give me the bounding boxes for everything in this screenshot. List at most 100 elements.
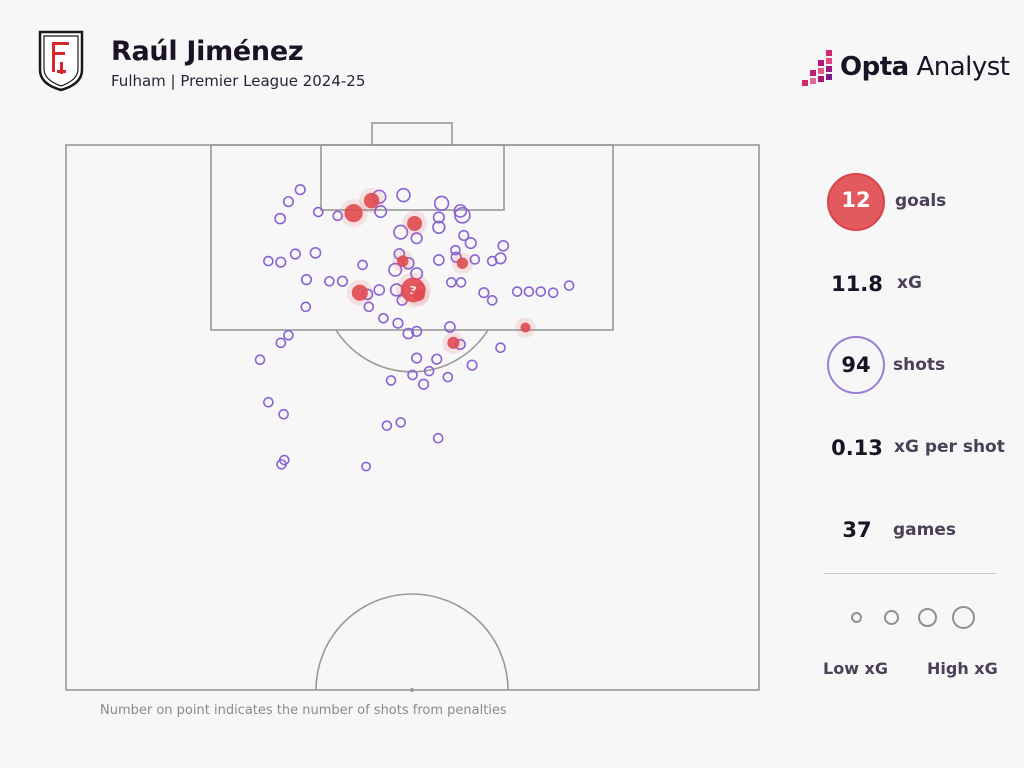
xg-value: 11.8 [831, 272, 883, 296]
shot-point [392, 317, 404, 329]
shot-point [466, 359, 478, 371]
team-season-subtitle: Fulham | Premier League 2024-25 [111, 72, 366, 90]
goal-point [363, 192, 380, 209]
shot-point [410, 232, 423, 245]
shot-point [432, 220, 446, 234]
shots-badge [827, 336, 885, 394]
shot-point [442, 371, 454, 383]
shot-point [388, 262, 403, 277]
shot-point [411, 352, 423, 364]
shot-point [283, 329, 294, 341]
shot-point [374, 204, 388, 219]
centre-circle [315, 593, 509, 691]
shot-point [385, 375, 397, 386]
shot-point [464, 237, 477, 250]
shot-point [278, 408, 289, 420]
opta-pixel-icon [802, 50, 832, 86]
legend-high-xg: High xG [927, 659, 998, 678]
brand-analyst: Analyst [908, 52, 1010, 82]
fulham-crest-logo [38, 30, 84, 92]
pitch-lines [65, 122, 760, 691]
shots-layer [254, 184, 575, 472]
shot-point [395, 417, 407, 428]
shot-point [309, 247, 322, 259]
shot-point [494, 252, 507, 265]
goal-point [397, 255, 409, 267]
shot-point [373, 284, 386, 296]
shot-point [357, 259, 368, 271]
shot-point [433, 195, 450, 211]
goals-value: 12 [841, 188, 871, 212]
shot-point [294, 184, 306, 196]
penalty-footnote: Number on point indicates the number of … [100, 703, 507, 718]
shot-point [263, 255, 274, 267]
shot-point [458, 229, 470, 242]
goal-point [447, 336, 460, 349]
goal-point [407, 215, 423, 231]
games-value: 37 [842, 518, 872, 542]
shot-point [402, 327, 415, 340]
shot-point [378, 313, 389, 324]
shot-point [336, 275, 349, 287]
shot-point [455, 277, 467, 288]
shot-point [361, 461, 372, 472]
xg-label: xG [897, 273, 922, 293]
legend-xg-size-1 [851, 612, 862, 623]
legend-low-xg: Low xG [823, 659, 888, 678]
shot-point [478, 287, 490, 299]
shot-point [432, 211, 445, 224]
shot-point [300, 274, 313, 286]
penalty-arc [335, 329, 489, 373]
shot-point [497, 239, 510, 252]
centre-spot [410, 688, 414, 692]
shot-point [535, 286, 547, 297]
shot-point [432, 254, 445, 266]
goal-point [520, 322, 531, 333]
shot-point [486, 295, 498, 306]
shot-point [274, 212, 286, 225]
shot-point [446, 277, 457, 288]
games-label: games [893, 520, 957, 540]
shot-point [396, 187, 411, 203]
goals-badge [827, 173, 885, 231]
stats-divider [824, 573, 996, 574]
shot-point [282, 196, 295, 208]
goals-layer: 3 [339, 187, 536, 354]
goals-label: goals [895, 191, 947, 211]
shot-point [275, 337, 287, 349]
shot-point [454, 206, 471, 224]
shots-label: shots [893, 355, 946, 375]
brand-opta: Opta [840, 52, 909, 82]
shot-point [469, 254, 481, 265]
shot-point [547, 287, 559, 299]
goal [371, 122, 453, 146]
goal-point [412, 288, 425, 301]
opta-analyst-logo: Opta Analyst [798, 48, 1010, 90]
shot-point [289, 248, 301, 260]
shot-point [263, 396, 274, 408]
shot-point [393, 224, 409, 240]
goal-point [456, 257, 469, 269]
shot-point [563, 280, 575, 291]
shot-point [423, 365, 435, 377]
shot-point [453, 204, 468, 218]
shot-point [431, 353, 443, 365]
shot-point [381, 420, 393, 431]
shot-point [523, 286, 535, 297]
shot-point [363, 301, 375, 313]
shot-point [450, 251, 462, 263]
xg-per-shot-value: 0.13 [831, 436, 883, 460]
shot-point [324, 275, 335, 287]
shot-point [407, 369, 418, 381]
shot-point [312, 206, 324, 218]
shot-point [450, 244, 461, 256]
shot-map-pitch: 3 [65, 122, 760, 692]
shot-point [254, 354, 266, 366]
shot-point [275, 256, 287, 268]
goal-point [351, 284, 368, 301]
shot-point [511, 286, 523, 297]
player-name-title: Raúl Jiménez [111, 36, 304, 67]
shot-point [332, 210, 343, 222]
shot-point [417, 378, 430, 390]
legend-xg-size-2 [884, 610, 899, 625]
